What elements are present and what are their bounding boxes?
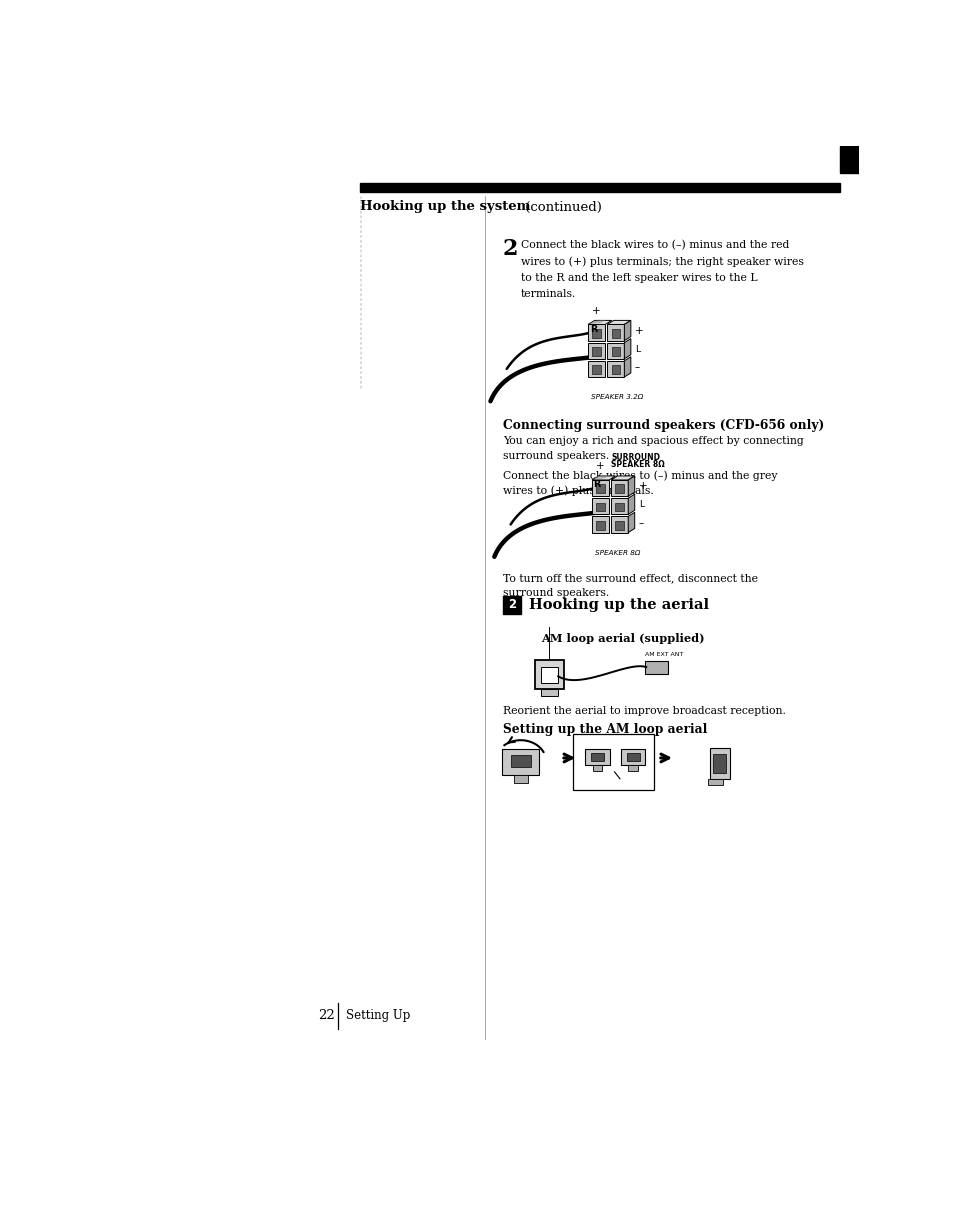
Bar <box>359 183 840 192</box>
Bar <box>592 366 600 374</box>
Bar <box>510 755 530 768</box>
Bar <box>644 661 667 674</box>
Bar <box>840 146 858 173</box>
Text: You can enjoy a rich and spacious effect by connecting: You can enjoy a rich and spacious effect… <box>502 436 802 446</box>
Bar <box>709 747 730 779</box>
Text: SPEAKER 8Ω: SPEAKER 8Ω <box>595 550 639 556</box>
Bar <box>596 503 604 512</box>
Bar <box>596 521 604 530</box>
Bar <box>592 329 600 338</box>
Polygon shape <box>587 321 611 324</box>
Text: R: R <box>593 480 600 490</box>
Bar <box>592 498 608 514</box>
Text: –: – <box>639 518 643 527</box>
Polygon shape <box>611 476 634 480</box>
Text: L: L <box>639 501 643 509</box>
Text: wires to (+) plus terminals; the right speaker wires: wires to (+) plus terminals; the right s… <box>520 256 802 267</box>
Text: +: + <box>592 305 600 316</box>
Polygon shape <box>623 357 630 377</box>
Bar <box>607 324 623 340</box>
Text: +: + <box>639 481 647 491</box>
Bar <box>615 485 623 493</box>
Text: AM EXT ANT: AM EXT ANT <box>644 652 682 657</box>
Text: +: + <box>635 326 643 335</box>
Text: AM loop aerial (supplied): AM loop aerial (supplied) <box>540 633 704 644</box>
Polygon shape <box>623 321 630 340</box>
Polygon shape <box>623 339 630 358</box>
Text: surround speakers.: surround speakers. <box>502 588 608 598</box>
Polygon shape <box>628 495 634 514</box>
Bar <box>620 748 644 765</box>
Bar <box>540 667 558 683</box>
Bar <box>596 485 604 493</box>
Bar <box>607 343 623 358</box>
Bar <box>587 324 604 340</box>
Text: 2: 2 <box>507 599 516 611</box>
Bar <box>587 361 604 377</box>
Text: 2: 2 <box>502 238 517 260</box>
Text: Setting Up: Setting Up <box>345 1010 410 1022</box>
Text: Setting up the AM loop aerial: Setting up the AM loop aerial <box>502 723 706 736</box>
Bar <box>502 595 520 614</box>
Text: –: – <box>635 362 639 372</box>
Text: Hooking up the system: Hooking up the system <box>359 200 530 214</box>
Bar <box>592 516 608 532</box>
Text: +: + <box>596 460 604 471</box>
Bar <box>611 366 619 374</box>
Polygon shape <box>607 321 630 324</box>
Bar <box>513 775 527 782</box>
Bar <box>611 347 619 356</box>
Text: R: R <box>589 324 597 334</box>
Text: Reorient the aerial to improve broadcast reception.: Reorient the aerial to improve broadcast… <box>502 706 785 716</box>
Bar <box>615 521 623 530</box>
Bar <box>573 734 654 790</box>
Bar <box>592 347 600 356</box>
Text: (continued): (continued) <box>520 200 601 214</box>
Bar <box>626 752 639 761</box>
Text: SPEAKER 8Ω: SPEAKER 8Ω <box>611 460 664 469</box>
Bar <box>592 480 608 496</box>
Bar <box>707 779 722 785</box>
Text: Connecting surround speakers (CFD-656 only): Connecting surround speakers (CFD-656 on… <box>502 419 823 433</box>
Polygon shape <box>628 476 634 496</box>
Bar <box>611 516 628 532</box>
Text: SPEAKER 3.2Ω: SPEAKER 3.2Ω <box>591 395 643 401</box>
Bar <box>592 765 601 770</box>
Text: wires to (+) plus terminals.: wires to (+) plus terminals. <box>502 485 653 496</box>
Bar <box>611 498 628 514</box>
Text: 22: 22 <box>317 1010 335 1022</box>
Bar <box>501 748 538 775</box>
Bar <box>540 689 558 696</box>
Text: To turn off the surround effect, disconnect the: To turn off the surround effect, disconn… <box>502 573 757 583</box>
Text: to the R and the left speaker wires to the L: to the R and the left speaker wires to t… <box>520 273 757 283</box>
Polygon shape <box>628 513 634 532</box>
Text: surround speakers.: surround speakers. <box>502 451 608 460</box>
Text: SURROUND: SURROUND <box>611 453 659 462</box>
Bar <box>534 660 563 689</box>
Bar <box>615 503 623 512</box>
Text: Hooking up the aerial: Hooking up the aerial <box>528 598 708 612</box>
Bar <box>587 343 604 358</box>
Text: Connect the black wires to (–) minus and the red: Connect the black wires to (–) minus and… <box>520 239 788 250</box>
Bar <box>590 752 603 761</box>
Bar <box>607 361 623 377</box>
Bar <box>611 480 628 496</box>
Bar <box>628 765 637 770</box>
Bar <box>585 748 609 765</box>
Text: Connect the black wires to (–) minus and the grey: Connect the black wires to (–) minus and… <box>502 470 777 481</box>
Bar <box>712 755 725 773</box>
Bar <box>611 329 619 338</box>
Text: terminals.: terminals. <box>520 289 576 299</box>
Polygon shape <box>592 476 615 480</box>
Text: L: L <box>635 345 639 354</box>
